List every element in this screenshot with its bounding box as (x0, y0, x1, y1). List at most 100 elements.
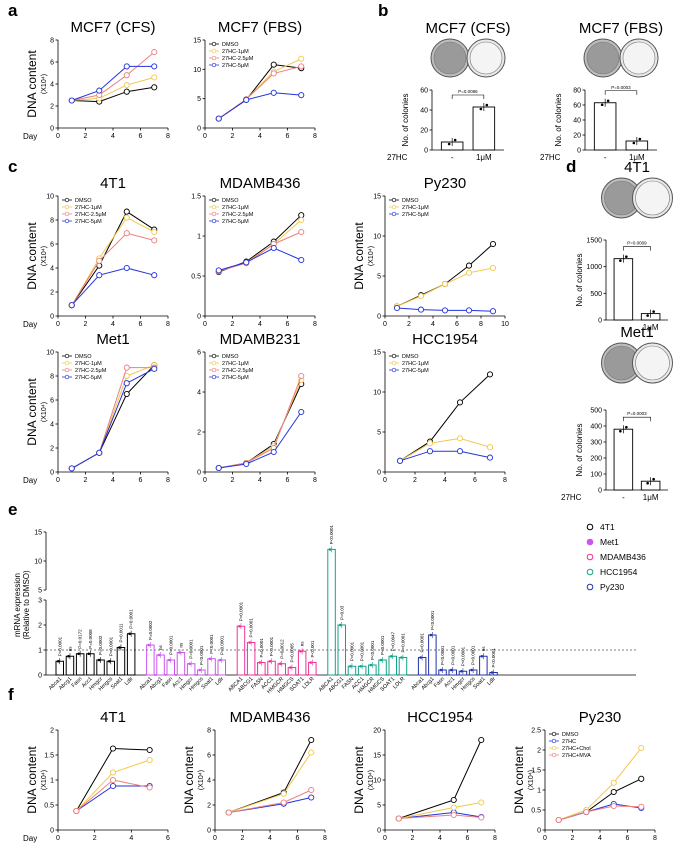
data-point (216, 116, 221, 121)
y-tick-label: 8 (50, 218, 54, 225)
y-tick-label: 40 (573, 118, 581, 125)
x-tick-label: 0 (383, 477, 387, 484)
data-point (158, 654, 161, 657)
data-point (309, 787, 314, 792)
data-point (299, 373, 304, 378)
chart-title: HCC1954 (412, 331, 478, 348)
data-point (97, 450, 102, 455)
y-tick-label: 500 (590, 291, 602, 298)
series-line (559, 779, 642, 820)
y-tick-label: 20 (373, 728, 381, 735)
expression-bar (147, 645, 155, 675)
legend-label: 27HC-1μM (222, 361, 249, 367)
p-value: P=0.0001 (108, 636, 113, 656)
series-line (72, 66, 155, 100)
significance-bracket (623, 247, 650, 251)
legend-label: 27HC-2.5μM (222, 368, 254, 374)
gene-label: Ldlr (124, 676, 135, 687)
data-point (479, 800, 484, 805)
legend-label: 27HC-1μM (402, 205, 429, 211)
y-axis-label: DNA content (512, 746, 526, 814)
data-point (349, 665, 352, 668)
data-point (479, 737, 484, 742)
y-tick-label: 15 (373, 194, 381, 201)
p-value: P=0.0002 (148, 620, 153, 640)
y-axis-label: No. of colonies (554, 94, 563, 147)
y-tick-label: 0 (598, 318, 602, 325)
p-value: P<0.001 (310, 640, 315, 657)
x-tick-label: 4 (443, 477, 447, 484)
x-category-label: - (604, 153, 607, 162)
data-point (216, 465, 221, 470)
legend-marker (65, 368, 69, 372)
x-tick-label: 8 (493, 835, 497, 842)
p-value: P=0.0172 (78, 629, 83, 649)
legend-label: 27HC-2.5μM (222, 56, 254, 62)
data-point (457, 400, 462, 405)
data-point (168, 659, 171, 662)
panel-label: c (8, 157, 17, 176)
data-point (74, 808, 79, 813)
panel-label: a (8, 1, 18, 20)
legend-marker (552, 746, 556, 750)
data-point (487, 455, 492, 460)
data-point (611, 789, 616, 794)
bar (614, 429, 633, 490)
y-tick-label: 0 (197, 314, 201, 321)
data-point (57, 660, 60, 663)
x-tick-label: 6 (166, 835, 170, 842)
y-tick-label: 5 (197, 96, 201, 103)
data-point (652, 310, 655, 313)
data-point (400, 656, 403, 659)
legend-marker (212, 63, 216, 67)
y-tick-label: 8 (50, 38, 54, 45)
data-point (394, 305, 399, 310)
p-value: P=0.0003 (627, 411, 647, 416)
chart-title: MDAMB436 (230, 709, 311, 726)
p-value: P<0.0001 (400, 633, 405, 653)
legend-label: 27HC-1μM (75, 205, 102, 211)
x-tick-label: 6 (139, 133, 143, 140)
y-tick-label: 0 (377, 828, 381, 835)
data-point (607, 99, 610, 102)
data-point (460, 670, 463, 673)
data-point (310, 661, 313, 664)
expression-bar (127, 634, 134, 675)
y-tick-label: 200 (590, 456, 602, 463)
data-point (67, 655, 70, 658)
legend-marker (212, 219, 216, 223)
legend-label: DMSO (402, 354, 419, 360)
legend-label: 27HC (562, 739, 576, 745)
data-point (490, 265, 495, 270)
y-tick-label: 6 (207, 753, 211, 760)
x-tick-label: 6 (286, 477, 290, 484)
x-tick-label: 8 (323, 835, 327, 842)
data-point (69, 466, 74, 471)
chart-title: 4T1 (100, 709, 126, 726)
x-tick-label: 6 (139, 321, 143, 328)
figure-canvas: a bc defMCF7 (CFS)0 2 4 6 802468DNA content (X1… (0, 0, 685, 868)
y-axis-label: DNA content (25, 50, 39, 118)
y-tick-label: 2 (50, 104, 54, 111)
legend-label: 27HC+Chol (562, 746, 591, 752)
data-point (299, 64, 304, 69)
data-point (124, 365, 129, 370)
data-point (442, 281, 447, 286)
x-axis-label: Day (23, 476, 37, 485)
data-point (279, 662, 282, 665)
legend-marker (212, 205, 216, 209)
expression-bar (429, 635, 437, 675)
y-tick-label: 2 (38, 623, 42, 630)
p-value: P=0.0086 (458, 89, 478, 94)
series-line (72, 52, 155, 100)
data-point (152, 50, 157, 55)
legend-label: Met1 (600, 537, 619, 547)
y-tick-label: 1 (537, 788, 541, 795)
chart-title: HCC1954 (407, 709, 473, 726)
data-point (625, 255, 628, 258)
p-value: P<0.0001 (209, 634, 214, 654)
data-point (639, 804, 644, 809)
data-point (390, 655, 393, 658)
y-tick-label: 1 (50, 778, 54, 785)
y-tick-label: 10 (34, 559, 42, 566)
